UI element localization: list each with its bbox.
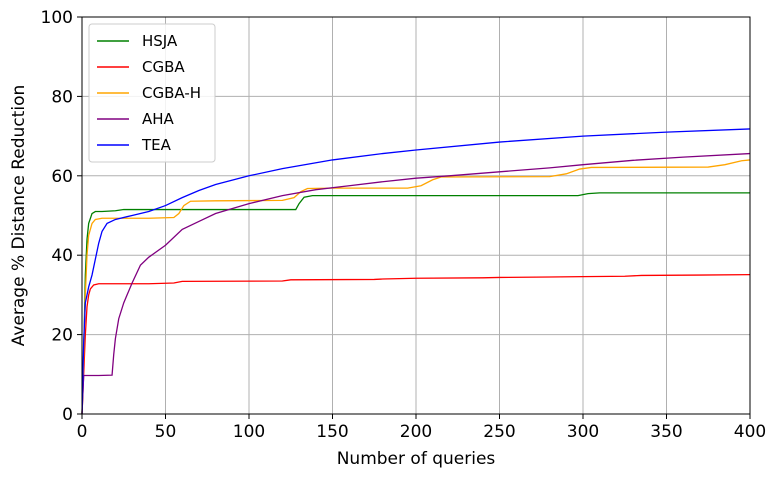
x-tick-label: 300 xyxy=(567,422,599,442)
x-axis-ticks: 0 50 100 150 200 250 300 350 400 xyxy=(77,414,766,442)
legend-box xyxy=(88,23,216,163)
y-tick-label: 0 xyxy=(62,405,73,425)
series-line-cgba-h xyxy=(81,159,751,415)
y-tick-label: 60 xyxy=(51,167,73,187)
legend-label: AHA xyxy=(142,110,175,128)
x-tick-label: 0 xyxy=(77,422,88,442)
series-line-aha xyxy=(81,152,751,415)
x-tick-label: 50 xyxy=(155,422,177,442)
y-tick-label: 80 xyxy=(51,87,73,107)
y-tick-label: 40 xyxy=(51,246,73,266)
series-line-hsja xyxy=(81,192,750,415)
series-line-tea xyxy=(81,128,751,415)
y-tick-label: 20 xyxy=(51,326,73,346)
x-tick-label: 150 xyxy=(316,422,348,442)
x-tick-label: 350 xyxy=(650,422,682,442)
x-tick-label: 250 xyxy=(483,422,515,442)
y-axis-ticks: 0 20 40 60 80 100 xyxy=(41,8,82,425)
legend-label: TEA xyxy=(141,136,172,154)
legend-label: CGBA xyxy=(142,58,185,76)
legend-label: CGBA-H xyxy=(142,84,201,102)
legend: HSJA CGBA CGBA-H AHA TEA xyxy=(88,23,216,163)
x-tick-label: 200 xyxy=(400,422,432,442)
x-tick-label: 100 xyxy=(233,422,265,442)
y-axis-label: Average % Distance Reduction xyxy=(9,85,29,347)
x-tick-label: 400 xyxy=(734,422,766,442)
x-axis-label: Number of queries xyxy=(337,449,496,469)
series-lines xyxy=(81,128,751,415)
y-tick-label: 100 xyxy=(41,8,73,28)
series-line-cgba xyxy=(81,274,751,415)
legend-label: HSJA xyxy=(142,32,178,50)
